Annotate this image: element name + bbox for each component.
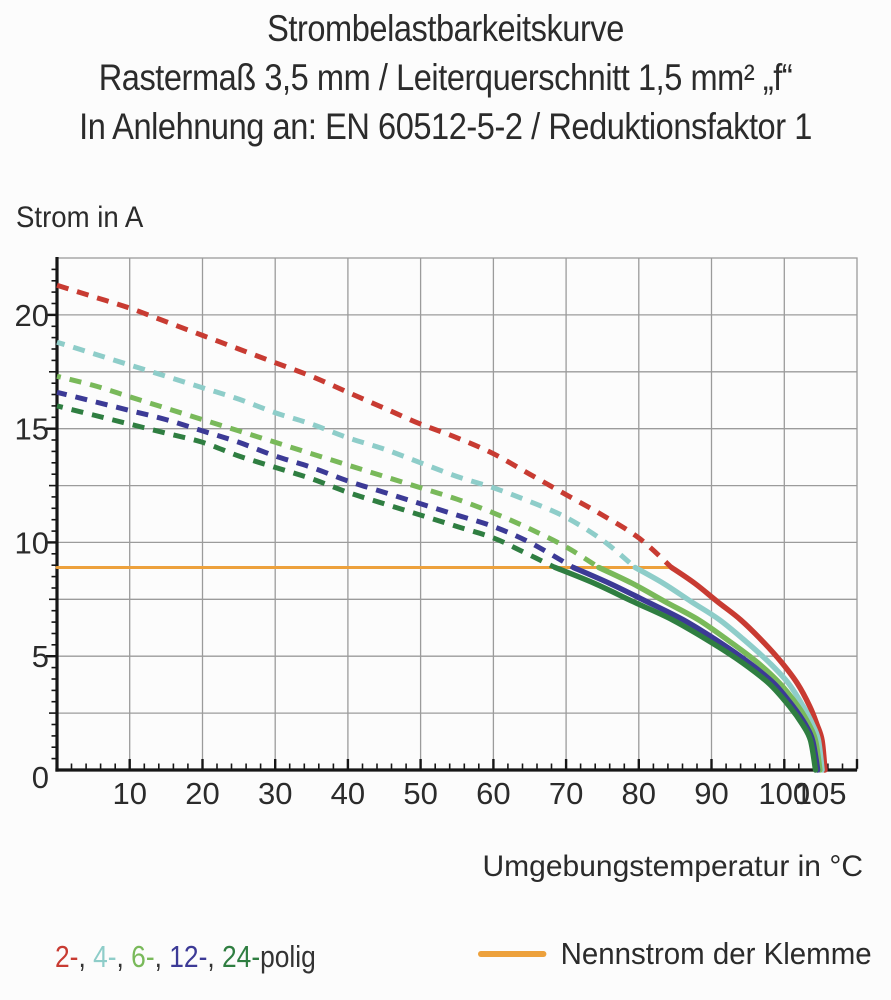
legend-item-12-polig: 12- [169,939,208,974]
x-tick-label-80: 80 [622,776,656,811]
curve-2-polig-solid [668,564,828,773]
curve-6-polig-dashed [56,373,601,570]
legend-separator: , [154,939,170,974]
curve-4-polig-dashed [56,339,637,570]
x-tick-label-90: 90 [694,776,728,811]
y-tick-label-10: 10 [15,525,49,560]
nominal-legend-label: Nennstrom der Klemme [560,936,872,971]
poles-legend: 2-, 4-, 6-, 12-, 24-polig [55,939,316,975]
legend-item-24-polig: 24- [222,939,261,974]
x-tick-label-100: 100 [758,776,810,811]
x-tick-label-10: 10 [112,776,146,811]
legend-separator: , [207,939,223,974]
curve-2-polig-dashed [56,282,674,570]
legend-item-6-polig: 6- [131,939,155,974]
chart-subtitle-1: Rastermaß 3,5 mm / Leiterquerschnitt 1,5… [98,57,793,98]
y-tick-label-5: 5 [32,639,49,674]
y-tick-label-0: 0 [32,760,49,795]
x-axis-title: Umgebungstemperatur in °C [482,850,863,883]
curve-6-polig-solid [596,564,823,773]
curve-4-polig-solid [632,564,825,773]
curve-24-polig-dashed [56,403,557,570]
curve-24-polig-solid [552,564,819,773]
x-tick-label-70: 70 [549,776,583,811]
nominal-legend: Nennstrom der Klemme [478,936,872,972]
x-tick-label-30: 30 [258,776,292,811]
legend-separator: , [78,939,94,974]
x-tick-label-40: 40 [331,776,365,811]
legend-item-2-polig: 2- [55,939,79,974]
tick-marks [46,268,859,769]
legend-separator: , [116,939,132,974]
series-curves [56,282,828,773]
grid [56,257,858,771]
nominal-current-line-swatch [478,951,547,957]
legend-suffix: polig [260,939,316,974]
x-tick-label-50: 50 [403,776,437,811]
axes [55,257,857,772]
curve-12-polig-solid [570,564,821,773]
x-tick-label-60: 60 [476,776,510,811]
title-block: Strombelastbarkeitskurve Rastermaß 3,5 m… [53,4,837,151]
curve-12-polig-dashed [56,389,575,570]
chart-subtitle-2: In Anlehnung an: EN 60512-5-2 / Reduktio… [79,106,812,147]
y-tick-label-20: 20 [15,298,49,333]
legend-item-4-polig: 4- [93,939,117,974]
chart-title: Strombelastbarkeitskurve [267,8,624,49]
y-tick-label-15: 15 [15,412,49,447]
x-tick-label-105: 105 [795,776,847,811]
y-axis-title: Strom in A [16,201,144,234]
x-tick-label-20: 20 [185,776,219,811]
